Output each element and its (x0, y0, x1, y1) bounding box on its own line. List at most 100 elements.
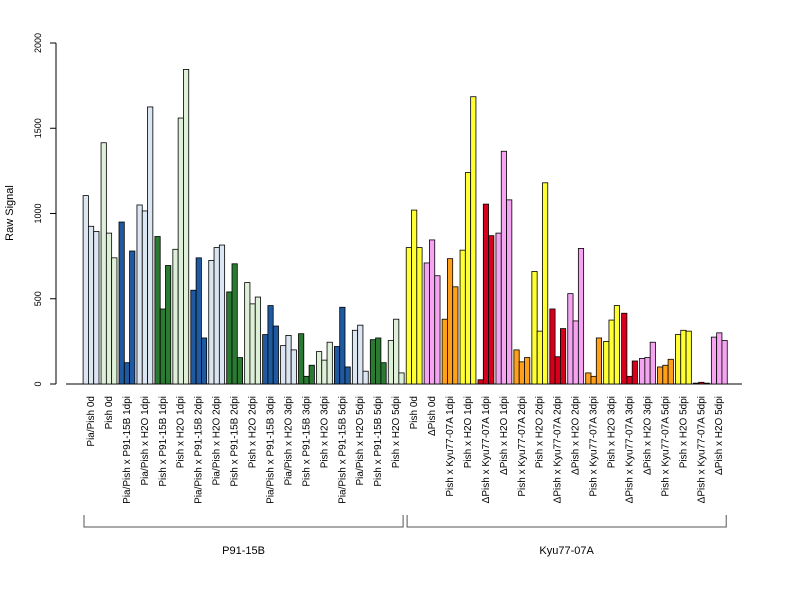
bar-group (549, 308, 567, 385)
bar-group (585, 337, 602, 385)
bar (477, 379, 484, 385)
x-tick-label: ΔPish x Kyu77-07A 3dpi (624, 396, 635, 503)
bar-group (280, 335, 297, 385)
bar (100, 142, 107, 385)
x-tick-label: Pish x H2O 5dpi (391, 396, 402, 468)
bar-series (82, 69, 728, 385)
bar (506, 199, 513, 385)
bar (195, 257, 202, 385)
bar-group (405, 209, 423, 385)
bar (595, 337, 602, 385)
bar (118, 221, 125, 385)
bar (375, 337, 382, 385)
bar (129, 250, 136, 385)
x-tick-label: ΔPish x H2O 2dpi (571, 396, 582, 475)
bar (470, 96, 477, 385)
bar (567, 293, 574, 385)
bar (231, 263, 238, 385)
bar (710, 336, 718, 385)
x-tick-label: ΔPish x H2O 3dpi (642, 396, 653, 475)
bar (172, 248, 179, 385)
bar (446, 258, 454, 385)
bar (165, 265, 172, 385)
bar (159, 308, 166, 385)
bar-group (513, 349, 531, 385)
bar (495, 232, 502, 385)
bar (572, 320, 579, 385)
bar-group (621, 312, 638, 385)
bar (488, 235, 495, 385)
bar (303, 375, 310, 385)
bar-group (172, 69, 190, 385)
bar (577, 248, 585, 385)
bar (298, 333, 305, 385)
bar-group (387, 318, 405, 385)
bar (411, 209, 418, 385)
bar-group (100, 142, 118, 385)
bar (405, 247, 412, 385)
bar (685, 330, 692, 385)
bar (667, 358, 674, 385)
x-tick-label: Pish x H2O 5dpi (678, 396, 689, 468)
bar-group (477, 203, 495, 385)
x-tick-label: Pia/Pish x H2O 5dpi (355, 396, 366, 486)
bar (524, 357, 531, 385)
y-axis-label: Raw Signal (4, 185, 16, 241)
bar (680, 329, 687, 385)
group-label: P91-15B (222, 545, 265, 557)
x-tick-label: Pish x H2O 1dpi (463, 396, 474, 468)
bar (536, 330, 543, 385)
bar (351, 329, 359, 385)
bar-group (567, 248, 585, 385)
bar (249, 303, 256, 385)
bar (554, 356, 561, 385)
bar-group (423, 239, 441, 385)
bar (631, 360, 638, 385)
bar-group (190, 257, 208, 385)
x-tick-label: Pish x P91-15B 1dpi (158, 396, 169, 487)
bar (88, 225, 95, 385)
bar (429, 239, 436, 385)
bar (362, 370, 369, 385)
bar (721, 340, 728, 385)
bar (703, 382, 710, 385)
x-tick-label: Pia/Pish x H2O 3dpi (283, 396, 294, 486)
bar (662, 364, 669, 385)
bar (482, 203, 489, 385)
x-tick-label: Pish x P91-15B 5dpi (373, 396, 384, 487)
bar (326, 341, 333, 385)
bar (434, 275, 441, 385)
bar-group (226, 263, 244, 385)
bar-group (333, 306, 351, 385)
bar (123, 362, 131, 385)
bar (639, 358, 646, 385)
bar (244, 282, 251, 385)
x-tick-label: Pia/Pish x H2O 1dpi (140, 396, 151, 486)
bar (208, 259, 215, 385)
x-tick-label: Pish x Kyu77-07A 2dpi (517, 396, 528, 497)
bar-group (262, 305, 279, 385)
bar-group (208, 244, 226, 385)
bar (549, 308, 556, 385)
bar-group (154, 236, 172, 385)
bar (657, 366, 664, 385)
bar (218, 244, 226, 385)
x-tick-label: ΔPish x Kyu77-07A 2dpi (553, 396, 564, 503)
bar (452, 286, 459, 385)
y-tick-label: 2000 (33, 33, 43, 53)
x-tick-label: ΔPish x H2O 1dpi (499, 396, 510, 475)
bar (626, 375, 633, 385)
x-tick-label: Pia/Pish 0d (86, 396, 97, 447)
bar (213, 247, 220, 385)
bar (285, 335, 292, 385)
bar (316, 351, 323, 385)
bar (190, 289, 197, 385)
bar-group (136, 106, 154, 385)
bar (254, 296, 261, 385)
bar (136, 204, 143, 385)
x-tick-label: Pish x H2O 2dpi (535, 396, 546, 468)
x-tick-label: Pish x P91-15B 2dpi (230, 396, 241, 487)
bar (621, 312, 628, 385)
x-tick-label: Pia/Pish x P91-15B 2dpi (194, 396, 205, 504)
